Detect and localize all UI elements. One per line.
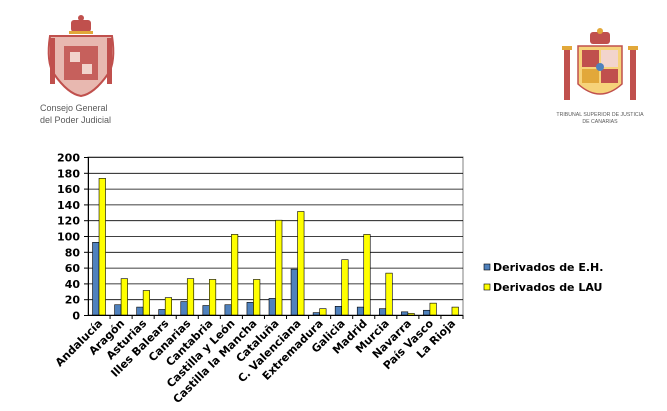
y-tick-label: 100 (57, 231, 80, 244)
y-axis: 0 20 40 60 80 100 120 140 160 180 200 (57, 152, 89, 323)
legend-swatch (483, 283, 491, 291)
y-tick-label: 120 (57, 215, 80, 228)
bar-lau (253, 279, 261, 316)
bar-lau (319, 308, 327, 316)
bar-lau (186, 278, 195, 316)
crown-icon (590, 28, 610, 44)
y-tick-label: 20 (65, 294, 81, 307)
bar-lau (429, 302, 437, 316)
bar-eh (136, 306, 144, 316)
cgpj-logo: Consejo General del Poder Judicial (40, 15, 115, 125)
bar-eh (378, 308, 387, 316)
bar-lau (297, 211, 305, 316)
bar-eh (312, 312, 320, 316)
legend: Derivados de E.H. Derivados de LAU (483, 261, 603, 294)
bar-eh (202, 305, 210, 316)
cgpj-name-line1: Consejo General (40, 103, 108, 113)
bar-eh (92, 242, 100, 316)
y-tick-label: 60 (65, 262, 81, 275)
bar-lau (407, 313, 415, 316)
bar-eh (423, 309, 431, 316)
tsj-name-line1: TRIBUNAL SUPERIOR DE JUSTICIA (556, 112, 644, 118)
bar-lau (120, 278, 128, 316)
y-tick-label: 40 (65, 278, 81, 291)
crown-icon (69, 15, 93, 34)
bar-eh (224, 304, 232, 316)
legend-label: Derivados de LAU (493, 281, 602, 294)
bar-lau (231, 234, 239, 316)
spanish-coat-of-arms-icon (562, 45, 638, 100)
tsj-name-line2: DE CANARIAS (582, 119, 618, 125)
bar-eh (290, 268, 298, 316)
legend-label: Derivados de E.H. (493, 261, 603, 274)
y-tick-label: 0 (72, 310, 80, 323)
bars (92, 178, 459, 316)
cgpj-name-line2: del Poder Judicial (40, 115, 111, 125)
bar-lau (275, 219, 283, 316)
y-tick-label: 140 (57, 199, 80, 212)
bar-lau (451, 306, 459, 316)
legend-swatch (483, 263, 491, 271)
bar-lau (98, 178, 106, 316)
tsj-canarias-logo: TRIBUNAL SUPERIOR DE JUSTICIA DE CANARIA… (556, 28, 644, 125)
bar-eh (158, 309, 166, 316)
bar-lau (385, 272, 393, 316)
y-tick-label: 80 (65, 246, 81, 259)
coat-of-arms-icon (47, 35, 115, 98)
y-tick-label: 200 (57, 152, 80, 165)
bar-eh (180, 301, 188, 316)
bar-eh (401, 311, 409, 316)
bar-eh (114, 304, 122, 316)
bar-lau (164, 297, 173, 316)
bar-eh (356, 306, 365, 316)
bar-lau (142, 290, 150, 316)
bar-eh (268, 298, 276, 316)
bar-eh (334, 306, 342, 316)
bar-lau (363, 234, 371, 316)
y-tick-label: 160 (57, 183, 80, 196)
bar-lau (209, 279, 217, 316)
y-tick-label: 180 (57, 167, 80, 180)
bar-lau (341, 259, 349, 316)
bar-eh (246, 302, 254, 316)
